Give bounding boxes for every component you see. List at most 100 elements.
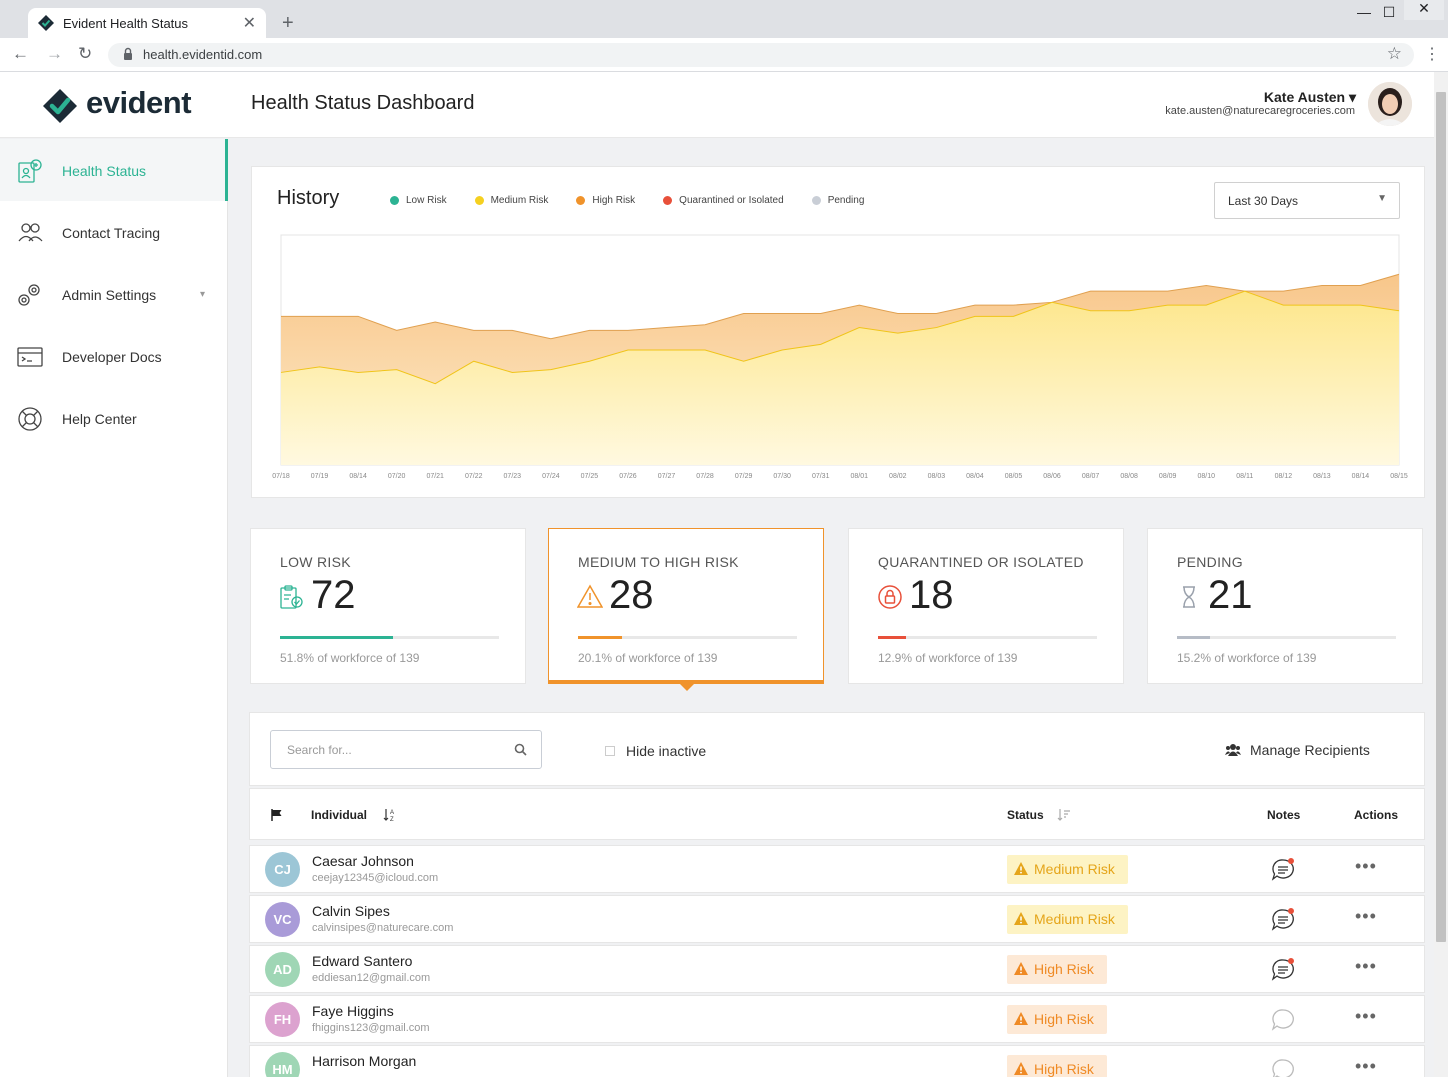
legend-item-medium-risk[interactable]: Medium Risk: [474, 195, 549, 206]
sidebar-item-contact-tracing[interactable]: Contact Tracing: [0, 201, 228, 263]
status-badge: High Risk: [1007, 1055, 1107, 1077]
stat-progress-fill: [578, 636, 623, 639]
stat-label: QUARANTINED OR ISOLATED: [878, 554, 1084, 570]
stat-card-pending[interactable]: PENDING 21 15.2% of workforce of 139: [1147, 528, 1423, 684]
person-name[interactable]: Faye Higgins: [312, 1003, 394, 1019]
x-tick-label: 07/27: [658, 473, 676, 480]
column-header-individual[interactable]: Individual: [311, 808, 368, 822]
table-row[interactable]: VC Calvin Sipes calvinsipes@naturecare.com…: [249, 895, 1425, 943]
legend-label: Pending: [827, 195, 865, 206]
browser-tab[interactable]: Evident Health Status ✕: [28, 8, 266, 38]
forward-arrow-icon[interactable]: →: [46, 44, 63, 63]
maximize-button[interactable]: ☐: [1382, 4, 1396, 20]
person-name[interactable]: Caesar Johnson: [312, 853, 414, 869]
flag-icon[interactable]: [271, 809, 283, 821]
legend-item-pending[interactable]: Pending: [811, 195, 865, 206]
sidebar-item-developer-docs[interactable]: Developer Docs: [0, 325, 228, 387]
person-name[interactable]: Edward Santero: [312, 953, 413, 969]
table-row[interactable]: CJ Caesar Johnson ceejay12345@icloud.com Me…: [249, 845, 1425, 893]
sort-descending-icon[interactable]: [1057, 808, 1071, 822]
manage-recipients-button[interactable]: Manage Recipients: [1225, 742, 1370, 758]
scrollbar-thumb[interactable]: [1436, 92, 1446, 942]
tab-close-icon[interactable]: ✕: [242, 15, 256, 32]
stat-value: 72: [311, 573, 356, 617]
search-icon[interactable]: [514, 743, 527, 756]
stat-value: 21: [1208, 573, 1253, 617]
status-badge: High Risk: [1007, 955, 1107, 984]
minimize-button[interactable]: —: [1357, 4, 1371, 20]
page-title: Health Status Dashboard: [251, 92, 475, 114]
hourglass-icon: [1183, 586, 1195, 608]
sidebar-item-health-status[interactable]: Health Status: [0, 139, 228, 201]
gears-icon: [18, 284, 40, 306]
person-email: fhiggins123@gmail.com: [312, 1022, 430, 1034]
history-area-chart: 07/18 07/19 08/14 07/20 07/21 07/22 07/23 07/24…: [272, 234, 1408, 480]
bookmark-star-icon[interactable]: ☆: [1386, 44, 1402, 63]
column-header-status[interactable]: Status: [1007, 808, 1044, 822]
table-row[interactable]: AD Edward Santero eddiesan12@gmail.com High…: [249, 945, 1425, 993]
stat-progress-track: [878, 636, 1097, 639]
new-tab-button[interactable]: +: [282, 12, 294, 34]
x-tick-label: 07/25: [581, 473, 599, 480]
more-actions-icon[interactable]: •••: [1355, 856, 1377, 876]
search-input[interactable]: Search for...: [270, 730, 542, 769]
more-actions-icon[interactable]: •••: [1355, 1006, 1377, 1026]
address-bar[interactable]: health.evidentid.com ☆: [108, 43, 1414, 67]
x-tick-label: 07/21: [426, 473, 444, 480]
sidebar-item-help-center[interactable]: Help Center: [0, 387, 228, 449]
person-email: ceejay12345@icloud.com: [312, 872, 439, 884]
status-badge: Medium Risk: [1007, 905, 1128, 934]
status-label: Medium Risk: [1034, 911, 1115, 927]
x-tick-label: 07/28: [696, 473, 714, 480]
user-avatar[interactable]: [1368, 82, 1412, 126]
initials-avatar: HM: [265, 1052, 300, 1077]
date-range-select[interactable]: Last 30 Days ▼: [1214, 182, 1400, 219]
evident-logo-mark-icon: [43, 89, 77, 123]
tab-title: Evident Health Status: [63, 16, 189, 31]
x-tick-label: 08/10: [1197, 473, 1215, 480]
chevron-down-icon[interactable]: ▾: [200, 289, 206, 300]
legend-label: Medium Risk: [490, 195, 549, 206]
legend-dot: [576, 196, 586, 205]
chat-bubble-unread-icon[interactable]: [1270, 857, 1296, 883]
search-placeholder: Search for...: [287, 743, 352, 757]
stat-card-medium-high-risk[interactable]: MEDIUM TO HIGH RISK 28 20.1% of workforc…: [548, 528, 824, 684]
stat-card-quarantined[interactable]: QUARANTINED OR ISOLATED 18 12.9% of work…: [848, 528, 1124, 684]
evident-logo[interactable]: evident: [42, 85, 202, 126]
stat-card-low-risk[interactable]: LOW RISK 72 51.8% of workforce of 139: [250, 528, 526, 684]
sidebar-item-admin-settings[interactable]: Admin Settings ▾: [0, 263, 228, 325]
legend-item-quarantined[interactable]: Quarantined or Isolated: [663, 195, 784, 206]
legend-dot: [390, 196, 399, 205]
x-tick-label: 07/23: [504, 473, 522, 480]
chat-bubble-icon[interactable]: [1270, 1007, 1296, 1033]
reload-icon[interactable]: ↻: [78, 44, 93, 63]
x-tick-label: 08/14: [349, 473, 367, 480]
x-tick-label: 08/08: [1120, 473, 1138, 480]
legend-item-low-risk[interactable]: Low Risk: [390, 195, 447, 206]
hide-inactive-checkbox[interactable]: [605, 746, 615, 756]
stat-footnote: 20.1% of workforce of 139: [578, 651, 718, 665]
chat-bubble-icon[interactable]: [1270, 1057, 1296, 1077]
back-arrow-icon[interactable]: ←: [12, 44, 29, 63]
date-range-value: Last 30 Days: [1228, 194, 1299, 208]
page-scrollbar[interactable]: [1434, 72, 1448, 1077]
sort-alpha-icon[interactable]: AZ: [383, 808, 397, 822]
more-actions-icon[interactable]: •••: [1355, 1056, 1377, 1076]
status-badge: High Risk: [1007, 1005, 1107, 1034]
person-name[interactable]: Calvin Sipes: [312, 903, 390, 919]
x-tick-label: 07/30: [773, 473, 791, 480]
legend-item-high-risk[interactable]: High Risk: [576, 195, 635, 206]
user-menu[interactable]: Kate Austen ▾: [1264, 89, 1356, 106]
hide-inactive-label[interactable]: Hide inactive: [626, 743, 707, 759]
window-close-button[interactable]: ✕: [1404, 0, 1444, 20]
person-name[interactable]: Harrison Morgan: [312, 1053, 417, 1069]
table-row[interactable]: FH Faye Higgins fhiggins123@gmail.com High …: [249, 995, 1425, 1043]
x-tick-label: 08/15: [1390, 473, 1408, 480]
more-actions-icon[interactable]: •••: [1355, 906, 1377, 926]
more-actions-icon[interactable]: •••: [1355, 956, 1377, 976]
legend-dot: [663, 196, 673, 205]
table-row[interactable]: HM Harrison Morgan High Risk •••: [249, 1045, 1425, 1077]
chat-bubble-unread-icon[interactable]: [1270, 907, 1296, 933]
chat-bubble-unread-icon[interactable]: [1270, 957, 1296, 983]
browser-menu-icon[interactable]: ⋮: [1424, 46, 1440, 63]
